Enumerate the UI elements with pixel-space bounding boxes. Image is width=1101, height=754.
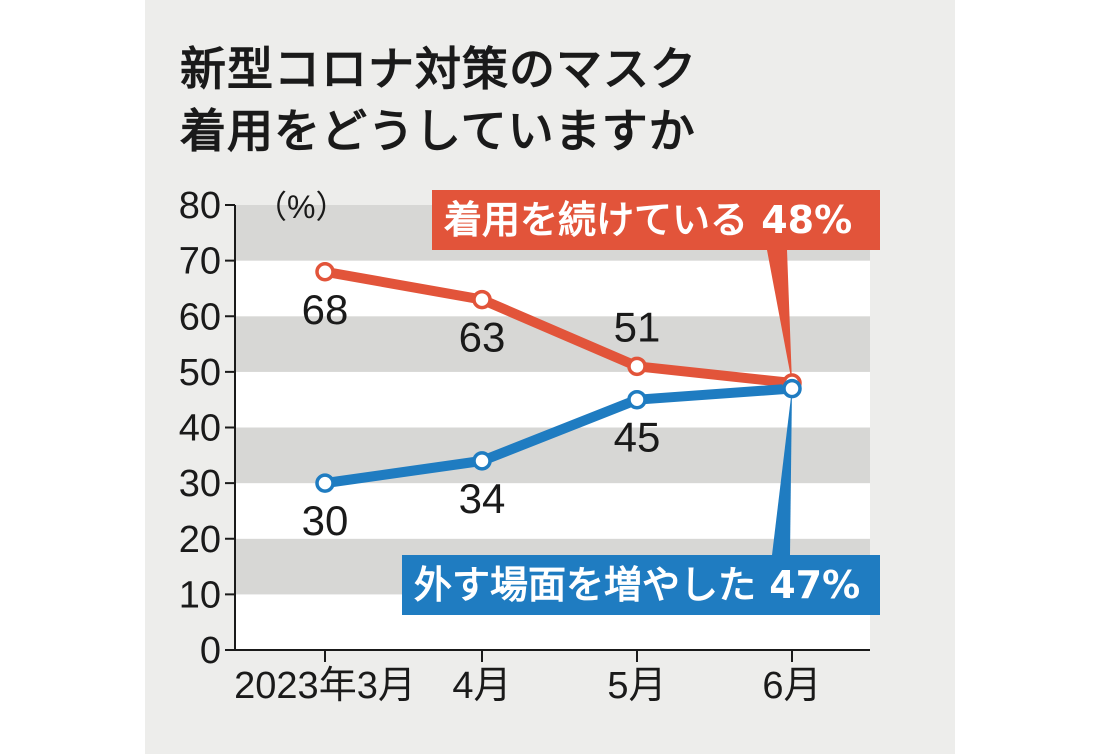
chart-title-line-2: 着用をどうしていますか [180,104,696,158]
series-line [320,383,797,489]
data-label: 45 [614,414,661,461]
point-labels: 68 63 51 30 34 45 [302,286,661,544]
callout-remove-more: 外す場面を増やした 47% [402,555,880,615]
series-line [320,266,797,388]
y-tick-label: 70 [179,241,221,283]
x-tick-label: 2023年3月 [234,665,416,707]
callout-pointer-keep-wearing [767,250,792,383]
series-markers [315,262,802,493]
x-tick-label: 4月 [452,665,511,707]
grid-band [235,483,870,539]
chart-title: 新型コロナ対策のマスク 着用をどうしていますか [180,38,820,162]
data-point [472,451,492,471]
x-axis-ticks: 2023年3月 4月 5月 6月 [234,650,822,707]
y-axis-unit-label: （%） [255,189,347,225]
y-tick-label: 0 [200,630,221,672]
x-tick-label: 5月 [607,665,666,707]
data-point [627,356,647,377]
series-lines [320,266,797,489]
data-label: 63 [459,314,506,361]
callout-keep-wearing: 着用を続けている 48% [432,190,880,250]
y-tick-label: 20 [179,519,221,561]
y-tick-label: 60 [179,296,221,338]
data-point [782,378,802,399]
callout-pointer-remove-more [772,388,792,555]
y-tick-label: 50 [179,352,221,394]
chart-title-line-1: 新型コロナ対策のマスク [180,42,697,96]
data-point [315,262,335,282]
callout-pointers [767,250,792,555]
y-tick-label: 80 [179,185,221,227]
x-tick-label: 6月 [762,665,821,707]
data-label: 68 [302,286,349,333]
data-point [627,389,647,410]
y-tick-label: 30 [179,463,221,505]
data-label: 34 [459,475,506,522]
data-label: 30 [302,497,349,544]
data-label: 51 [614,303,661,350]
data-point [472,289,492,310]
y-tick-label: 40 [179,408,221,450]
data-point [315,473,335,493]
y-axis-ticks: 0 10 20 30 40 50 60 70 80 [179,185,235,672]
y-tick-label: 10 [179,574,221,616]
